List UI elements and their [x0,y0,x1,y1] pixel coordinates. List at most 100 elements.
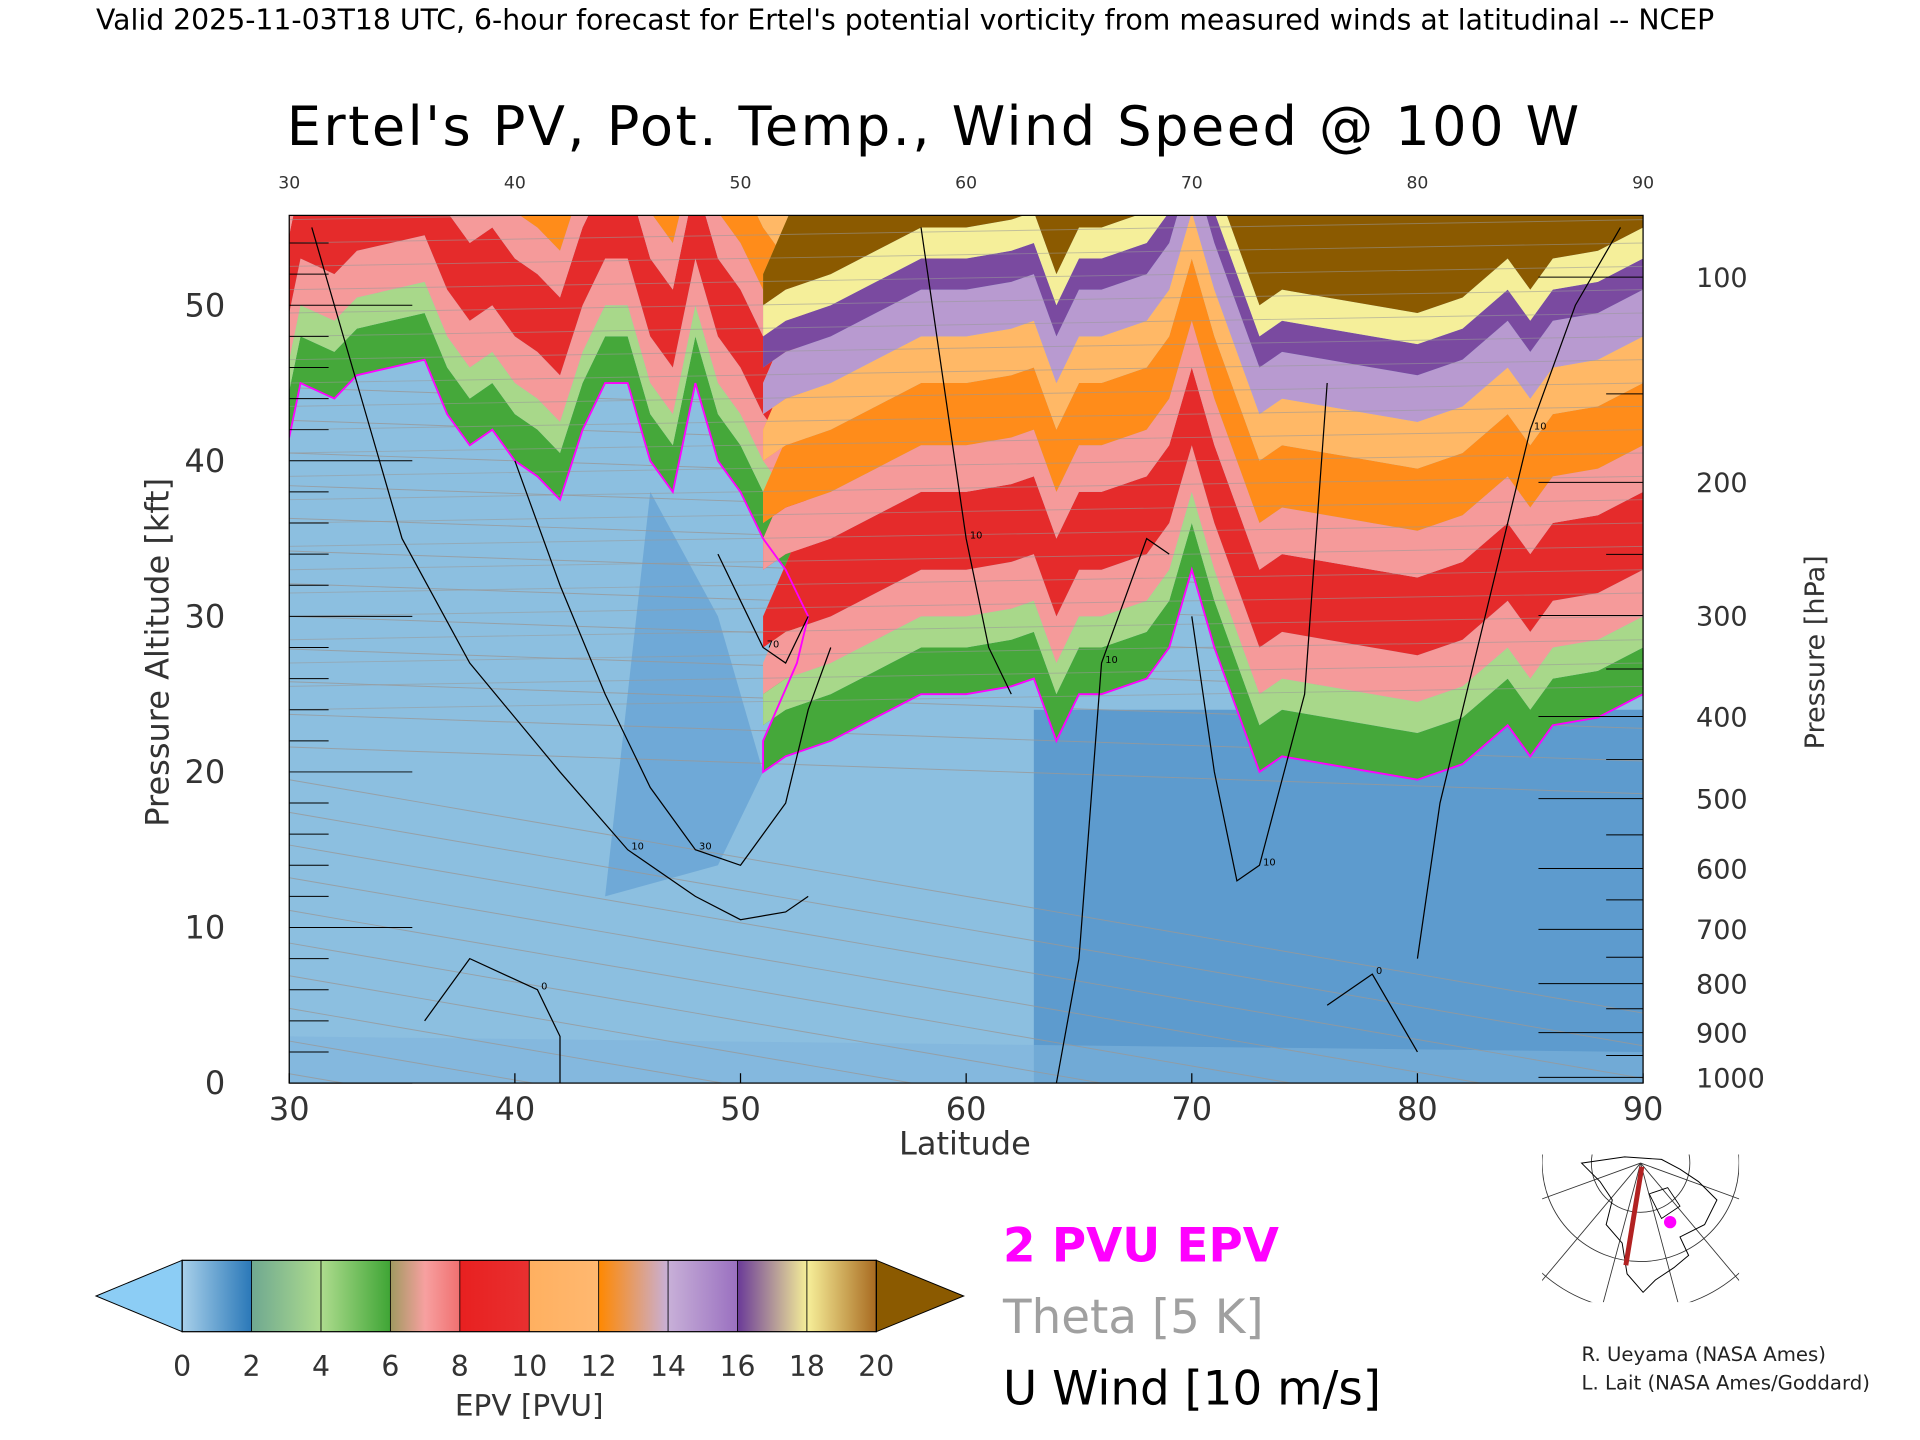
map-coastline [1580,1156,1718,1294]
y-tick-label: 40 [185,442,226,480]
legend-wind: U Wind [10 m/s] [1003,1362,1381,1416]
colorbar-segment [390,1260,460,1332]
map-location-marker [1664,1216,1677,1229]
pressure-tick-label: 200 [1696,468,1748,499]
x-tick-label: 70 [1171,1090,1212,1128]
map-latitude-circle [1542,1154,1740,1262]
credit-line-1: R. Ueyama (NASA Ames) [1582,1343,1826,1366]
colorbar: 0 2 4 6 8 10 12 14 16 18 20 [94,1259,965,1383]
colorbar-segment [737,1260,807,1332]
pv-band [763,215,1644,314]
theta-contour [289,975,915,1084]
x-top-tick-label: 50 [730,173,752,193]
x-top-tick-label: 40 [504,173,526,193]
u-wind-contour-label: 10 [1105,655,1118,666]
theta-contour [289,242,1644,267]
u-wind-contour [1055,537,1170,1084]
map-cross-section-line [1623,1166,1645,1266]
theta-contour [289,615,1644,641]
theta-contour [289,569,1644,594]
u-wind-contour-label: 10 [631,842,644,853]
theta-contour [289,1007,726,1084]
y-tick-label: 50 [185,286,226,324]
pressure-tick-label: 600 [1696,854,1748,885]
pressure-tick-label: 100 [1696,263,1748,294]
u-wind-contour-label: 10 [1534,422,1547,433]
u-wind-contour [717,553,809,664]
theta-contour [289,335,1644,361]
colorbar-under-arrow [94,1259,183,1333]
u-wind-contour-label: 30 [699,842,712,853]
tropopause-2pvu-line [289,358,1644,781]
colorbar-tick-label: 20 [858,1350,894,1383]
y2-axis-label: Pressure [hPa] [1800,555,1831,749]
theta-contour [289,312,1644,337]
colorbar-frame [181,1259,877,1333]
pv-band [289,215,1644,656]
y-tick-label: 10 [185,909,226,947]
theta-contour [289,265,1644,291]
theta-contour [289,289,1644,314]
colorbar-tick-label: 2 [243,1350,261,1383]
u-wind-contour [514,460,832,867]
y-tick-label: 20 [185,753,226,791]
map-meridian [1640,1162,1679,1303]
pv-band [763,215,1644,345]
theta-contour [289,359,1644,384]
theta-contour [289,499,1644,524]
y-tick-label: 0 [205,1064,225,1102]
pv-band [289,313,1644,780]
theta-contour [289,475,1644,501]
x-tick-label: 40 [495,1090,536,1128]
x-top-tick-label: 30 [278,173,300,193]
colorbar-tick-label: 10 [511,1350,547,1383]
x-tick-label: 50 [720,1090,761,1128]
theta-contour [289,779,1644,1014]
header-subtitle: Valid 2025-11-03T18 UTC, 6-hour forecast… [96,4,1714,37]
x-tick-label: 90 [1623,1090,1664,1128]
u-wind-contour [1326,973,1418,1053]
map-meridian [1542,1162,1641,1200]
theta-contour [289,909,1294,1084]
theta-contour [289,405,1644,431]
colorbar-over-arrow [875,1259,965,1333]
theta-contour [289,811,1644,1047]
u-wind-contour [920,227,1012,695]
map-latitude-circle [1590,1154,1691,1213]
legend-pv: 2 PVU EPV [1003,1220,1279,1274]
theta-contour [289,746,1644,795]
u-wind-contour-label: 10 [970,531,983,542]
pressure-tick-label: 800 [1696,969,1748,1000]
theta-contour [289,1139,1643,1372]
theta-contour [289,685,1644,711]
y-tick-label: 30 [185,597,226,635]
x-top-tick-label: 80 [1406,173,1428,193]
colorbar-segment [182,1260,252,1332]
y-axis-label: Pressure Altitude [kft] [139,478,177,827]
u-wind-contour [1191,382,1328,882]
low-pv-region [1033,709,1644,1084]
map-meridian [1602,1162,1642,1303]
colorbar-tick-label: 6 [381,1350,399,1383]
chart-title: Ertel's PV, Pot. Temp., Wind Speed @ 100… [287,95,1582,158]
axes: 3030404050506060707080809090010203040501… [185,173,1765,1128]
colorbar-segment [459,1260,530,1332]
u-wind-contour [1416,227,1622,959]
legend-theta: Theta [5 K] [1002,1291,1264,1345]
x-tick-label: 80 [1397,1090,1438,1128]
x-top-tick-label: 90 [1632,173,1654,193]
credit-line-2: L. Lait (NASA Ames/Goddard) [1582,1372,1870,1395]
pv-band [757,215,1644,469]
colorbar-tick-label: 18 [789,1350,825,1383]
colorbar-tick-label: 8 [451,1350,469,1383]
theta-contour [289,877,1484,1084]
theta-contour [289,219,1644,244]
u-wind-contour-label: 70 [767,639,780,650]
x-axis-label: Latitude [899,1124,1031,1162]
pv-band [289,281,1644,734]
colorbar-segment [529,1260,599,1332]
u-wind-contour-label: 0 [1376,966,1382,977]
x-top-tick-label: 70 [1181,173,1203,193]
map-meridian [1542,1162,1641,1282]
